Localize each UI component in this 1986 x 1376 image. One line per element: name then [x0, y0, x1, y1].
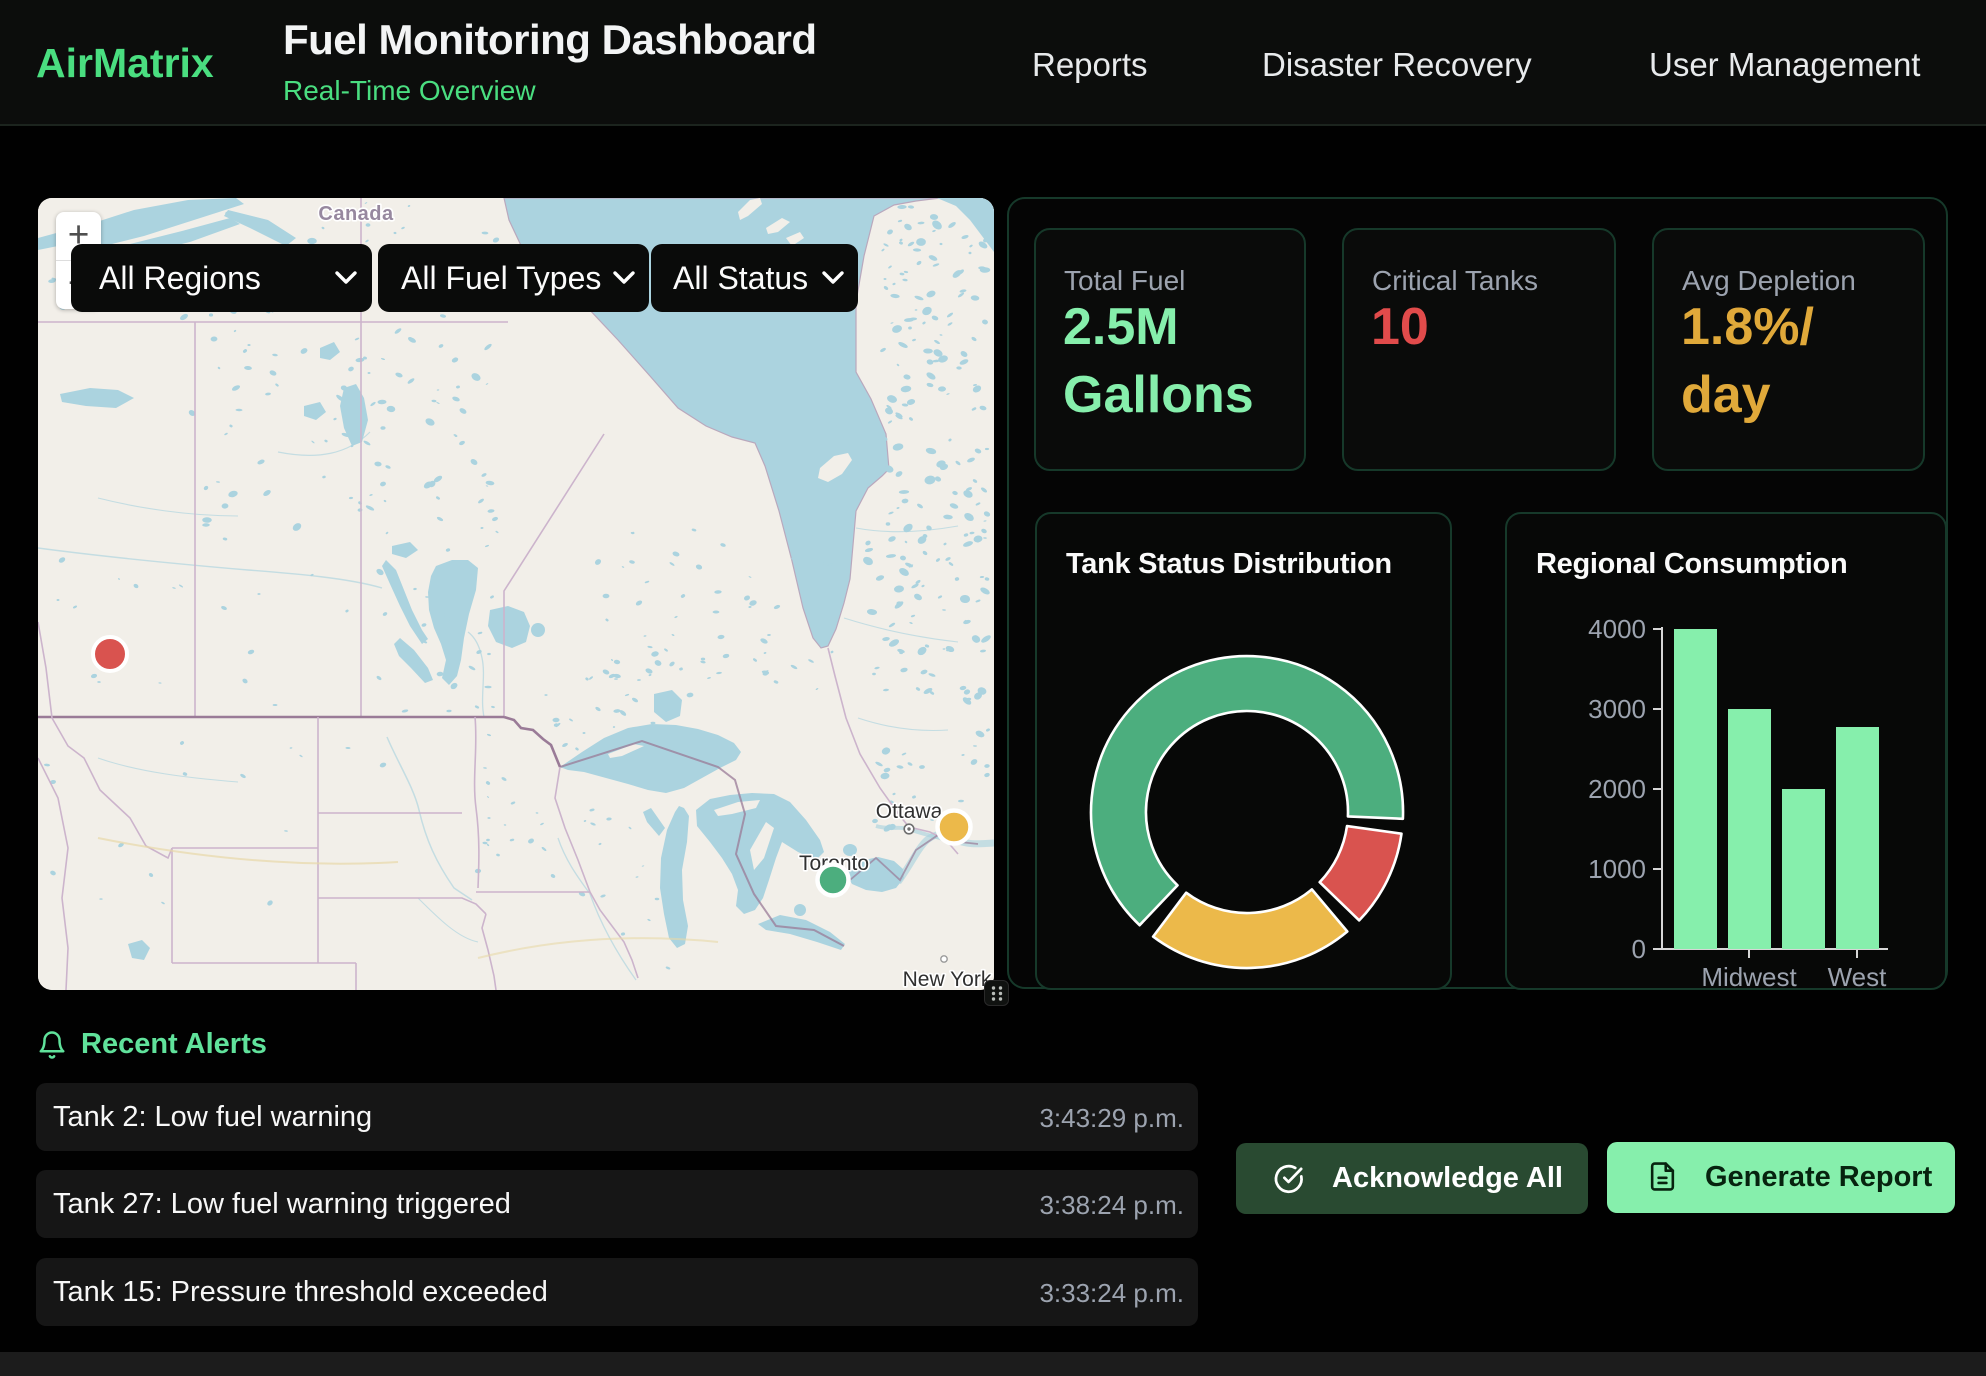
svg-text:0: 0: [1632, 934, 1646, 964]
svg-text:West: West: [1828, 962, 1888, 988]
svg-text:3000: 3000: [1588, 694, 1646, 724]
svg-text:Midwest: Midwest: [1701, 962, 1797, 988]
svg-text:1000: 1000: [1588, 854, 1646, 884]
svg-text:2000: 2000: [1588, 774, 1646, 804]
svg-text:Ottawa: Ottawa: [876, 800, 943, 823]
svg-text:New York: New York: [903, 968, 992, 990]
svg-text:4000: 4000: [1588, 614, 1646, 644]
svg-text:Canada: Canada: [318, 203, 394, 225]
